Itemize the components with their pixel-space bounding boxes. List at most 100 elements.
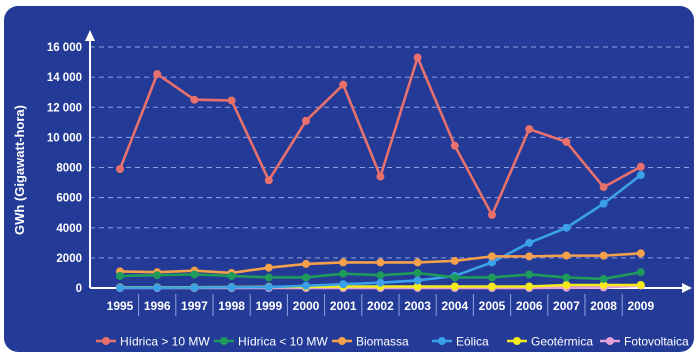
x-tick-label: 2005 <box>479 299 506 313</box>
data-point <box>599 251 608 260</box>
y-tick-label: 4000 <box>56 223 82 235</box>
legend-label: Hídrica > 10 MW <box>120 335 210 349</box>
data-point <box>450 273 459 282</box>
y-tick-label: 6000 <box>56 193 82 205</box>
x-tick-label: 2004 <box>441 299 468 313</box>
legend-entry: Hídrica > 10 MW <box>96 335 210 349</box>
legend-label: Hídrica < 10 MW <box>238 335 328 349</box>
y-tick-label: 16 000 <box>47 42 82 54</box>
data-point <box>264 176 273 185</box>
series-group <box>116 53 645 292</box>
data-point <box>525 252 534 261</box>
data-point <box>562 223 571 232</box>
data-point <box>413 53 422 62</box>
data-point <box>450 282 459 291</box>
legend-swatch-dot <box>102 337 110 345</box>
data-point <box>450 141 459 150</box>
legend-label: Fotovoltaica <box>624 335 689 349</box>
y-tick-label: 10 000 <box>47 132 82 144</box>
data-point <box>264 273 273 282</box>
data-point <box>636 162 645 171</box>
x-tick-label: 2009 <box>627 299 654 313</box>
data-point <box>153 70 162 79</box>
data-point <box>227 96 236 105</box>
data-point <box>339 269 348 278</box>
data-point <box>636 268 645 277</box>
y-tick-label: 0 <box>76 283 82 295</box>
data-point <box>190 270 199 279</box>
data-point <box>413 258 422 267</box>
data-point <box>525 282 534 291</box>
legend-label: Eólica <box>456 335 489 349</box>
x-tick-label: 2006 <box>516 299 543 313</box>
data-point <box>227 283 236 292</box>
legend-entry: Geotérmica <box>507 335 593 349</box>
series-line <box>118 56 642 217</box>
data-point <box>488 210 496 219</box>
data-point <box>413 268 422 277</box>
data-point <box>488 273 496 282</box>
data-point <box>264 283 273 292</box>
data-point <box>302 116 310 125</box>
legend-entry: Biomassa <box>332 335 409 349</box>
chart-panel <box>4 6 694 352</box>
data-point <box>488 252 496 261</box>
legend-entry: Fotovoltaica <box>600 335 689 349</box>
y-axis-arrow <box>85 30 95 41</box>
x-tick-label: 1997 <box>181 299 208 313</box>
data-point <box>525 125 534 134</box>
y-axis-label: GWh (Gigawatt-hora) <box>12 105 27 235</box>
data-point <box>302 259 310 268</box>
x-axis-arrow <box>682 283 692 293</box>
data-point <box>302 273 310 282</box>
data-point <box>450 256 459 265</box>
data-point <box>525 238 534 247</box>
data-point <box>376 271 385 280</box>
data-point <box>525 270 534 279</box>
series-h-drica-10-mw <box>116 53 645 219</box>
legend-entry: Eólica <box>432 335 489 349</box>
data-point <box>339 80 348 89</box>
data-point <box>488 258 496 267</box>
x-tick-labels: 1995 1996 1997 1998 1999 2000 2001 2002 2003 2004… <box>107 294 654 316</box>
data-point <box>599 183 608 192</box>
data-point <box>227 271 236 280</box>
legend-label: Geotérmica <box>531 335 593 349</box>
y-tick-label: 2000 <box>56 253 82 265</box>
data-point <box>636 249 645 258</box>
data-point <box>264 263 273 272</box>
data-point <box>190 95 199 104</box>
x-tick-label: 1999 <box>255 299 282 313</box>
data-point <box>599 199 608 208</box>
legend-entry: Hídrica < 10 MW <box>214 335 328 349</box>
data-point <box>376 172 385 181</box>
x-tick-label: 2008 <box>590 299 617 313</box>
data-point <box>153 271 162 280</box>
legend-swatch-dot <box>220 337 228 345</box>
legend-swatch-dot <box>338 337 346 345</box>
x-tick-label: 2002 <box>367 299 394 313</box>
data-point <box>636 171 645 180</box>
data-point <box>190 283 199 292</box>
y-tick-label: 12 000 <box>47 102 82 114</box>
data-point <box>599 280 608 289</box>
data-point <box>599 274 608 283</box>
data-point <box>562 251 571 260</box>
legend-label: Biomassa <box>356 335 409 349</box>
legend-swatch-dot <box>438 337 446 345</box>
x-tick-label: 1998 <box>218 299 245 313</box>
data-point <box>488 282 496 291</box>
x-tick-label: 2001 <box>330 299 357 313</box>
data-point <box>302 281 310 290</box>
legend-swatch-dot <box>606 337 614 345</box>
series-biomassa <box>116 249 645 277</box>
series-h-drica-10-mw <box>116 268 645 283</box>
x-tick-label: 1996 <box>144 299 171 313</box>
data-point <box>153 283 162 292</box>
y-tick-label: 14 000 <box>47 72 82 84</box>
data-point <box>376 278 385 287</box>
x-tick-label: 2000 <box>293 299 320 313</box>
data-point <box>339 258 348 267</box>
